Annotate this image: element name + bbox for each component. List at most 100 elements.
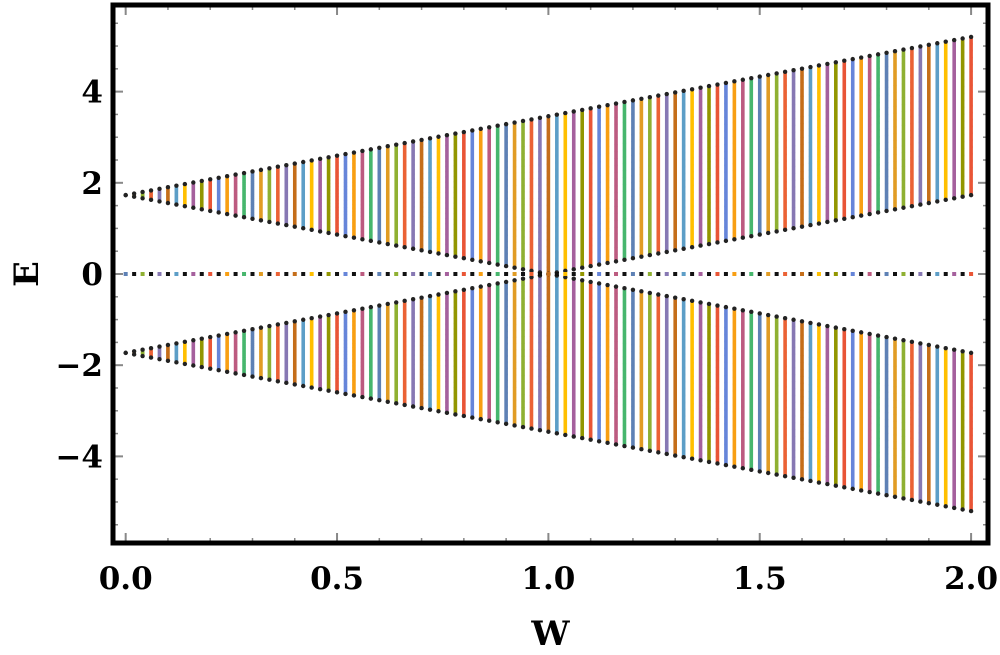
data-point (622, 251, 627, 255)
data-point (597, 249, 601, 253)
data-point (783, 357, 787, 361)
data-point (487, 155, 491, 159)
data-point (665, 383, 669, 387)
data-point (394, 362, 398, 366)
data-point (639, 124, 643, 128)
data-point (496, 130, 500, 134)
data-point (521, 177, 525, 181)
band-edge-point (267, 377, 272, 382)
data-point (529, 394, 534, 398)
data-point (673, 193, 677, 198)
band-edge-point (394, 401, 399, 406)
data-point (732, 100, 736, 104)
data-point (487, 131, 491, 135)
data-point (521, 341, 525, 345)
data-point (605, 345, 610, 349)
data-point (665, 424, 669, 429)
data-point (360, 383, 364, 388)
data-point (479, 354, 483, 358)
data-point (555, 363, 559, 367)
data-point (360, 322, 364, 326)
data-point (580, 176, 584, 181)
flat-band-point (614, 272, 619, 276)
flat-band-point (554, 272, 559, 276)
data-point (622, 293, 627, 297)
data-point (318, 359, 322, 363)
band-edge-point (427, 407, 433, 412)
data-point (436, 379, 441, 383)
data-point (834, 198, 838, 202)
data-point (403, 317, 407, 321)
data-point (259, 196, 263, 201)
data-point (259, 350, 263, 354)
data-point (318, 337, 322, 341)
data-point (521, 183, 525, 188)
data-point (487, 389, 491, 393)
data-point (436, 374, 441, 378)
data-point (673, 159, 677, 163)
data-point (724, 415, 728, 419)
data-point (479, 290, 483, 294)
data-point (783, 419, 787, 423)
data-point (403, 191, 407, 195)
data-point (259, 337, 263, 341)
data-point (800, 374, 804, 378)
band-edge-point (199, 207, 204, 212)
data-point (741, 384, 745, 388)
data-point (453, 137, 457, 141)
band-edge-point (148, 197, 154, 203)
band-edge-point (867, 331, 872, 337)
data-point (419, 152, 424, 156)
data-point (639, 227, 643, 231)
band-edge-point (757, 232, 762, 237)
data-point (462, 348, 466, 352)
data-point (470, 162, 474, 166)
data-point (648, 164, 652, 168)
band-edge-point (199, 336, 204, 341)
data-point (859, 406, 863, 410)
data-point (682, 123, 686, 127)
data-point (267, 336, 272, 340)
data-point (741, 356, 745, 360)
data-point (386, 191, 390, 195)
data-point (648, 401, 652, 405)
data-point (775, 424, 779, 429)
data-point (310, 213, 314, 217)
data-point (538, 415, 542, 419)
band-edge-point (191, 363, 196, 368)
data-point (479, 225, 483, 229)
data-point (605, 158, 610, 162)
data-point (419, 224, 424, 228)
band-edge-point (258, 218, 264, 223)
data-point (318, 182, 322, 186)
data-point (859, 337, 863, 341)
data-point (783, 337, 787, 341)
data-point (386, 315, 390, 319)
data-point (715, 124, 720, 128)
data-point (453, 386, 457, 390)
data-point (546, 176, 550, 180)
data-point (377, 361, 381, 365)
data-point (732, 223, 736, 228)
data-point (698, 168, 703, 172)
band-edge-point (402, 140, 407, 146)
series-w-1.38 (706, 83, 712, 465)
flat-band-point (512, 272, 517, 276)
data-point (749, 124, 753, 128)
data-point (707, 208, 711, 212)
data-point (639, 324, 643, 328)
data-point (834, 449, 838, 453)
data-point (665, 195, 669, 199)
data-point (377, 154, 381, 158)
data-point (436, 206, 441, 210)
data-point (453, 201, 457, 205)
data-point (512, 417, 517, 421)
data-point (436, 226, 441, 230)
data-point (639, 179, 643, 183)
data-point (791, 116, 796, 120)
data-point (512, 139, 517, 144)
data-point (436, 328, 441, 332)
band-edge-point (613, 259, 619, 264)
data-point (605, 427, 610, 431)
data-point (267, 213, 272, 217)
